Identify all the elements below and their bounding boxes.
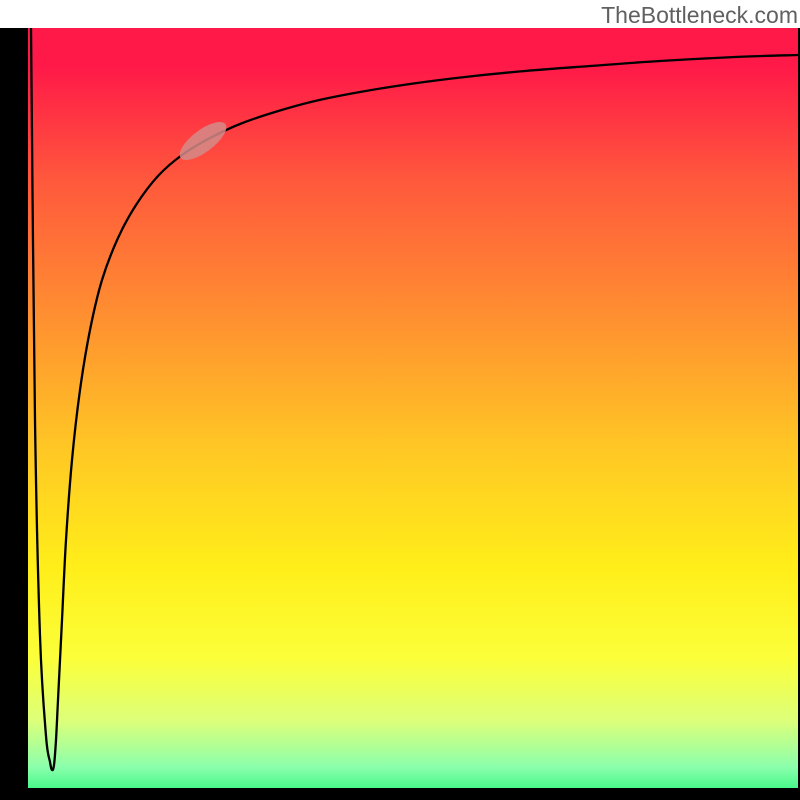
bottleneck-chart (0, 0, 800, 800)
frame-left (0, 28, 28, 800)
attribution-text: TheBottleneck.com (601, 2, 798, 29)
plot-background-gradient (28, 28, 798, 798)
frame-bottom (0, 788, 800, 800)
